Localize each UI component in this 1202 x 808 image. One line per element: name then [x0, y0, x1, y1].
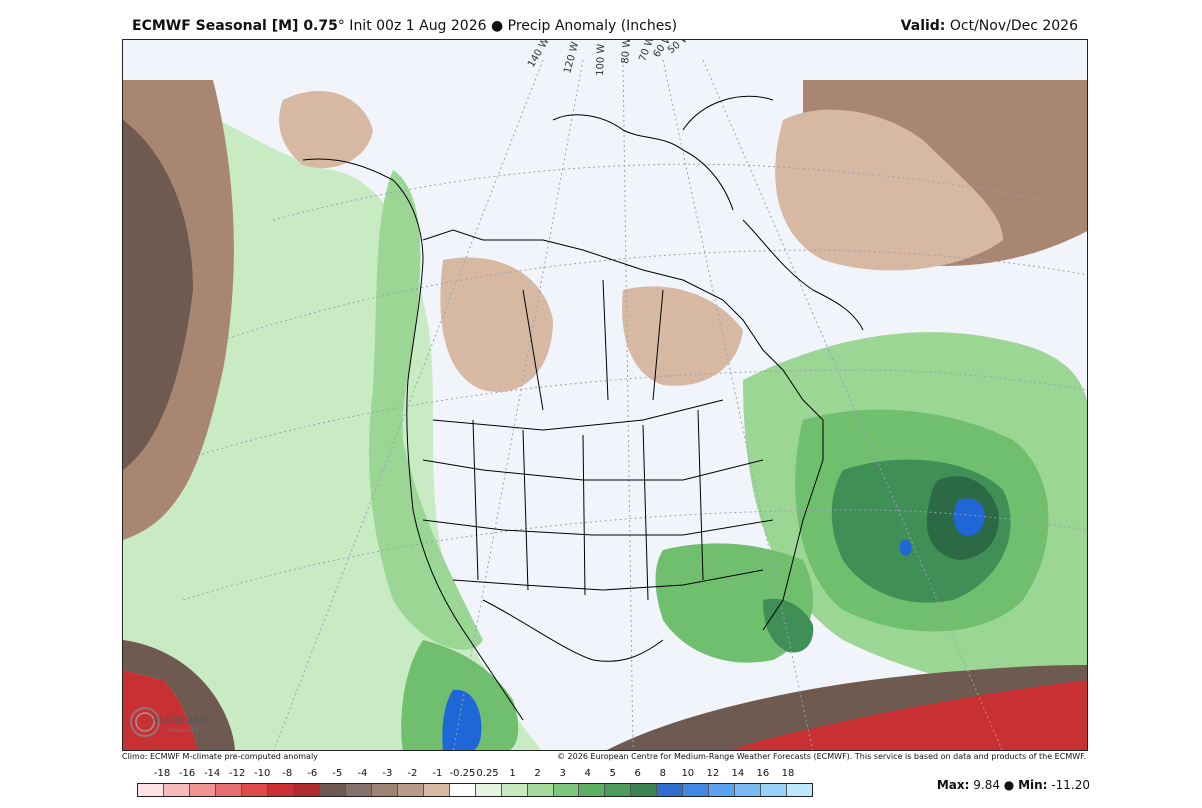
colorbar-label: -0.25 [449, 768, 476, 779]
colorbar-label: 12 [706, 768, 720, 779]
colorbar-swatch [683, 784, 710, 796]
colorbar-label: -1 [432, 768, 443, 779]
valid-value: Oct/Nov/Dec 2026 [945, 18, 1078, 34]
colorbar-swatch [319, 784, 346, 796]
colorbar-label: -5 [332, 768, 343, 779]
alaska-tan [279, 91, 373, 169]
colorbar-label: 8 [659, 768, 666, 779]
west-coast-green [369, 170, 483, 650]
min-label: Min: [1018, 778, 1048, 792]
atlantic-blue-max [953, 498, 985, 536]
colorbar-label: 16 [756, 768, 770, 779]
colorbar-swatch [345, 784, 372, 796]
logo-subtext: Analytics LLC [168, 728, 199, 734]
colorbar-label: 0.25 [476, 768, 499, 779]
valid-period: Valid: Oct/Nov/Dec 2026 [901, 18, 1078, 34]
colorbar-swatch [527, 784, 554, 796]
mexico-pacific-blue [442, 689, 482, 750]
colorbar-swatch [397, 784, 424, 796]
colorbar-label: -6 [307, 768, 318, 779]
min-value: -11.20 [1051, 778, 1090, 792]
colorbar-swatch [787, 784, 813, 796]
colorbar-swatch [423, 784, 450, 796]
colorbar-swatch [267, 784, 294, 796]
colorbar-swatch [709, 784, 736, 796]
colorbar-swatch [605, 784, 632, 796]
map-canvas: 140 W 120 W 100 W 80 W 70 W 60 W 50 W [123, 40, 1087, 750]
north-atlantic-brown [606, 665, 1087, 750]
colorbar-swatch [501, 784, 528, 796]
colorbar-label: -14 [203, 768, 221, 779]
valid-label: Valid: [900, 18, 946, 34]
chart-title: ECMWF Seasonal [M] 0.75° Init 00z 1 Aug … [132, 18, 677, 34]
degree-symbol: ° [337, 18, 345, 34]
colorbar-swatch [371, 784, 398, 796]
colorbar-labels: -18 -16 -14 -12 -10 -8 -6 -5 -4 -3 -2 -1 -0.25 0.25 1 2… [137, 768, 813, 782]
colorbar-label: 5 [609, 768, 616, 779]
colorbar-label: -2 [407, 768, 418, 779]
colorbar-label: -10 [254, 768, 271, 779]
southwest-pacific-brown [123, 640, 235, 750]
bullet-separator: ● [486, 18, 508, 34]
greenland-tan [775, 109, 1003, 271]
colorbar-swatch [761, 784, 788, 796]
logo-text: WEATHERBELL [150, 715, 212, 725]
max-min-stats: Max: 9.84 ● Min: -11.20 [937, 778, 1090, 792]
lon-label-100w: 100 W [595, 43, 607, 76]
field-name: Precip Anomaly (Inches) [507, 18, 678, 34]
colorbar-swatch [163, 784, 190, 796]
colorbar-label: 2 [534, 768, 541, 779]
colorbar-label: -12 [228, 768, 246, 779]
colorbar-label: 6 [634, 768, 641, 779]
stats-separator: ● [999, 778, 1019, 792]
lon-label-80w: 80 W [620, 40, 633, 64]
colorbar-label: 4 [584, 768, 591, 779]
west-pacific-dark-brown [123, 120, 193, 470]
coastline-and-borders [302, 95, 864, 721]
colorbar-swatch [553, 784, 580, 796]
colorbar-label: -4 [357, 768, 368, 779]
colorbar-swatch [657, 784, 684, 796]
copyright-note: © 2026 European Centre for Medium-Range … [557, 752, 1086, 761]
colorbar-swatch [631, 784, 658, 796]
colorbar-label: 18 [781, 768, 795, 779]
colorbar-swatch [735, 784, 762, 796]
colorbar-label: -16 [178, 768, 196, 779]
init-time: Init 00z 1 Aug 2026 [344, 18, 487, 34]
colorbar-label: -18 [153, 768, 171, 779]
weatherbell-logo: WEATHERBELL Analytics LLC [128, 705, 216, 739]
max-value: 9.84 [973, 778, 1000, 792]
colorbar-label: 14 [731, 768, 745, 779]
colorbar-swatch [293, 784, 320, 796]
precip-anomaly-map[interactable]: 140 W 120 W 100 W 80 W 70 W 60 W 50 W [122, 39, 1088, 751]
max-label: Max: [936, 778, 970, 792]
colorbar-label: 1 [509, 768, 516, 779]
colorbar-swatch [449, 784, 476, 796]
model-name: ECMWF Seasonal [M] 0.75 [132, 18, 338, 34]
colorbar-swatch [215, 784, 242, 796]
colorbar-label: 10 [681, 768, 695, 779]
colorbar-swatch [241, 784, 268, 796]
climo-note: Climo: ECMWF M-climate pre-computed anom… [122, 752, 318, 761]
lat-lon-grid [182, 59, 1087, 750]
canada-tan-west [440, 257, 553, 392]
colorbar-label: -3 [382, 768, 393, 779]
colorbar-label: -8 [282, 768, 293, 779]
colorbar-swatch [138, 784, 164, 796]
colorbar-swatch [475, 784, 502, 796]
colorbar-label: 3 [559, 768, 566, 779]
weatherbell-logo-mark: WEATHERBELL Analytics LLC [130, 707, 216, 737]
florida-dark-green [763, 598, 814, 653]
colorbar-swatch [189, 784, 216, 796]
atlantic-blue-small [899, 539, 912, 556]
colorbar-swatch [579, 784, 606, 796]
canada-tan-east [622, 286, 743, 386]
colorbar [137, 783, 813, 797]
